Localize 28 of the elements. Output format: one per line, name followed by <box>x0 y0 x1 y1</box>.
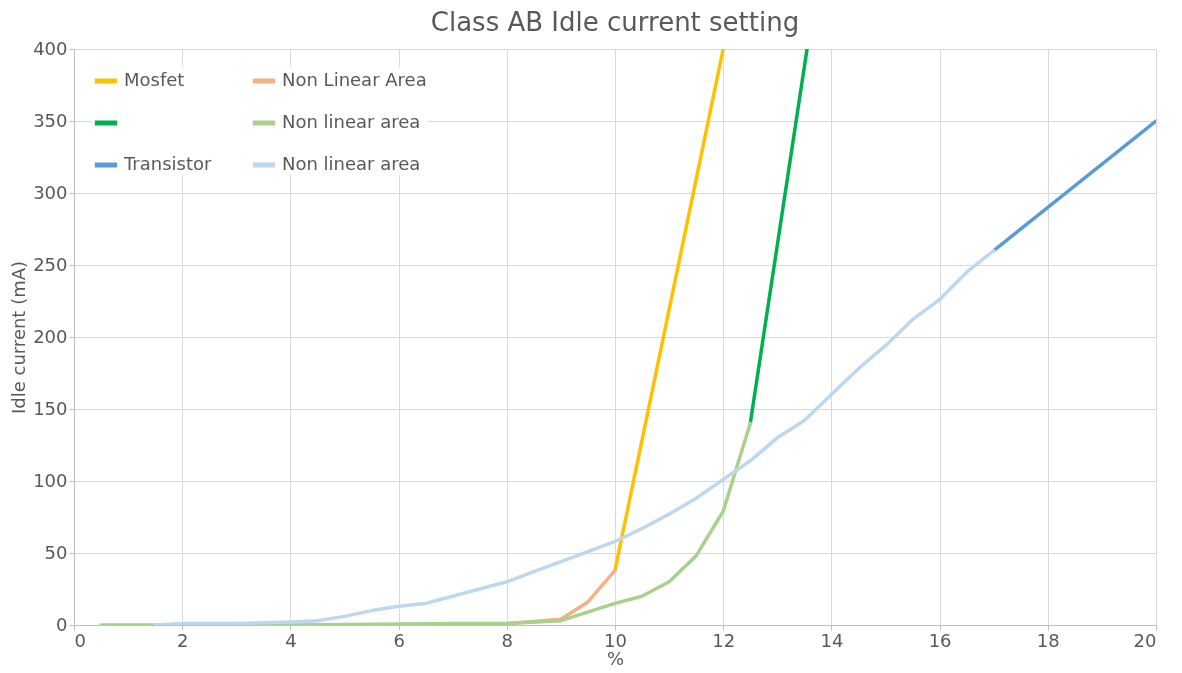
x-tick-label: 2 <box>176 629 189 651</box>
x-tick-label: 0 <box>74 629 86 651</box>
legend-label: Non linear area <box>282 111 421 132</box>
y-tick-label: 150 <box>33 397 68 419</box>
line-series <box>99 421 752 625</box>
legend-label: Non Linear Area <box>282 69 427 90</box>
legend-label: Non linear area <box>282 153 421 174</box>
y-tick-label: 0 <box>56 613 68 635</box>
y-tick-label: 350 <box>33 109 68 131</box>
y-tick-label: 400 <box>33 37 68 59</box>
y-tick-label: 50 <box>44 541 68 563</box>
x-tick-label: 16 <box>928 629 952 651</box>
legend-label: Transistor <box>123 153 213 174</box>
y-tick-label: 100 <box>33 469 68 491</box>
y-axis-title: Idle current (mA) <box>8 260 30 415</box>
x-tick-label: 18 <box>1036 629 1060 651</box>
x-tick-label: 12 <box>712 629 736 651</box>
legend-label: Mosfet <box>124 69 185 90</box>
line-series <box>153 248 996 625</box>
y-tick-label: 200 <box>33 325 68 347</box>
chart-title: Class AB Idle current setting <box>430 7 800 37</box>
x-tick-label: 6 <box>393 629 405 651</box>
y-tick-label: 250 <box>33 253 68 275</box>
x-tick-label: 8 <box>501 629 514 651</box>
x-tick-label: 4 <box>285 629 297 651</box>
y-tick-label: 300 <box>33 181 68 203</box>
x-tick-label: 14 <box>820 629 844 651</box>
x-tick-label: 20 <box>1133 629 1157 651</box>
